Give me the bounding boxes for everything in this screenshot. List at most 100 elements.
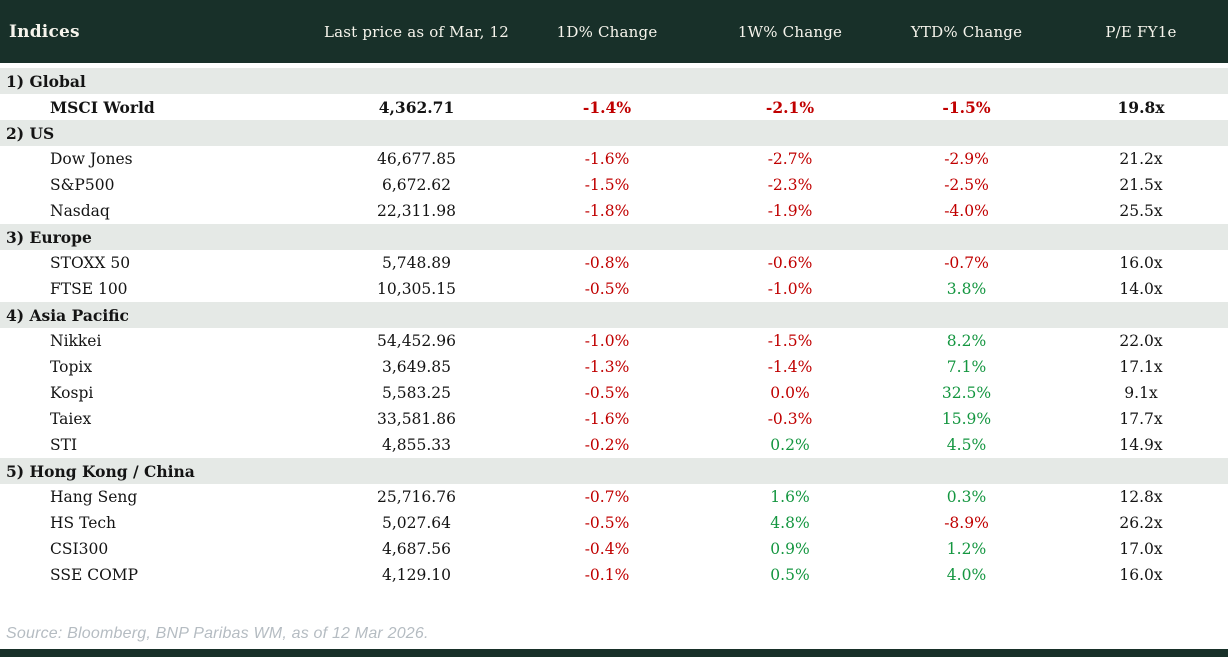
section-label: 2) US: [0, 120, 1228, 146]
source-note: Source: Bloomberg, BNP Paribas WM, as of…: [6, 625, 429, 642]
index-name: Dow Jones: [0, 146, 320, 172]
section-row: 2) US: [0, 120, 1228, 146]
pe-cell: 14.9x: [1054, 432, 1228, 458]
pe-cell: 25.5x: [1054, 198, 1228, 224]
1d-change-cell: -0.7%: [513, 484, 701, 510]
pe-cell: 12.8x: [1054, 484, 1228, 510]
header-gap: [0, 63, 1228, 68]
index-name: STI: [0, 432, 320, 458]
index-name: STOXX 50: [0, 250, 320, 276]
1d-change-cell: -0.5%: [513, 380, 701, 406]
last-price-cell: 54,452.96: [320, 328, 513, 354]
section-row: 3) Europe: [0, 224, 1228, 250]
column-header-ytd-change: YTD% Change: [879, 0, 1054, 63]
1d-change-cell: -0.2%: [513, 432, 701, 458]
last-price-cell: 4,362.71: [320, 94, 513, 120]
ytd-change-cell: 3.8%: [879, 276, 1054, 302]
1w-change-cell: -0.6%: [701, 250, 879, 276]
table-header-row: Indices Last price as of Mar, 12 1D% Cha…: [0, 0, 1228, 63]
index-name: Kospi: [0, 380, 320, 406]
1w-change-cell: 0.2%: [701, 432, 879, 458]
1w-change-cell: 0.0%: [701, 380, 879, 406]
1w-change-cell: -1.4%: [701, 354, 879, 380]
bottom-bar: [0, 649, 1228, 657]
column-header-indices: Indices: [0, 0, 320, 63]
pe-cell: 17.1x: [1054, 354, 1228, 380]
pe-cell: 14.0x: [1054, 276, 1228, 302]
last-price-cell: 4,129.10: [320, 562, 513, 588]
ytd-change-cell: 8.2%: [879, 328, 1054, 354]
ytd-change-cell: -1.5%: [879, 94, 1054, 120]
1w-change-cell: 0.9%: [701, 536, 879, 562]
last-price-cell: 33,581.86: [320, 406, 513, 432]
index-name: CSI300: [0, 536, 320, 562]
index-name: Nasdaq: [0, 198, 320, 224]
index-row: STOXX 50 5,748.89 -0.8% -0.6% -0.7% 16.0x: [0, 250, 1228, 276]
1w-change-cell: -2.3%: [701, 172, 879, 198]
section-label: 1) Global: [0, 68, 1228, 94]
index-row: Kospi 5,583.25 -0.5% 0.0% 32.5% 9.1x: [0, 380, 1228, 406]
section-label: 3) Europe: [0, 224, 1228, 250]
last-price-cell: 46,677.85: [320, 146, 513, 172]
index-row: CSI300 4,687.56 -0.4% 0.9% 1.2% 17.0x: [0, 536, 1228, 562]
index-row: Dow Jones 46,677.85 -1.6% -2.7% -2.9% 21.2x: [0, 146, 1228, 172]
column-header-pe: P/E FY1e: [1054, 0, 1228, 63]
section-label: 4) Asia Pacific: [0, 302, 1228, 328]
1d-change-cell: -0.5%: [513, 510, 701, 536]
pe-cell: 16.0x: [1054, 562, 1228, 588]
last-price-cell: 4,687.56: [320, 536, 513, 562]
index-name: FTSE 100: [0, 276, 320, 302]
section-row: 5) Hong Kong / China: [0, 458, 1228, 484]
1d-change-cell: -0.5%: [513, 276, 701, 302]
1w-change-cell: 4.8%: [701, 510, 879, 536]
1w-change-cell: -1.5%: [701, 328, 879, 354]
1w-change-cell: -2.7%: [701, 146, 879, 172]
ytd-change-cell: 4.5%: [879, 432, 1054, 458]
ytd-change-cell: 4.0%: [879, 562, 1054, 588]
index-row: S&P500 6,672.62 -1.5% -2.3% -2.5% 21.5x: [0, 172, 1228, 198]
index-row: Nasdaq 22,311.98 -1.8% -1.9% -4.0% 25.5x: [0, 198, 1228, 224]
last-price-cell: 3,649.85: [320, 354, 513, 380]
1w-change-cell: -1.0%: [701, 276, 879, 302]
1w-change-cell: -0.3%: [701, 406, 879, 432]
ytd-change-cell: -0.7%: [879, 250, 1054, 276]
pe-cell: 22.0x: [1054, 328, 1228, 354]
last-price-cell: 22,311.98: [320, 198, 513, 224]
last-price-cell: 4,855.33: [320, 432, 513, 458]
1d-change-cell: -0.8%: [513, 250, 701, 276]
1d-change-cell: -1.6%: [513, 406, 701, 432]
last-price-cell: 10,305.15: [320, 276, 513, 302]
1d-change-cell: -0.4%: [513, 536, 701, 562]
1w-change-cell: -1.9%: [701, 198, 879, 224]
1d-change-cell: -0.1%: [513, 562, 701, 588]
index-row: Hang Seng 25,716.76 -0.7% 1.6% 0.3% 12.8x: [0, 484, 1228, 510]
ytd-change-cell: 0.3%: [879, 484, 1054, 510]
1d-change-cell: -1.4%: [513, 94, 701, 120]
last-price-cell: 5,027.64: [320, 510, 513, 536]
1d-change-cell: -1.0%: [513, 328, 701, 354]
1d-change-cell: -1.8%: [513, 198, 701, 224]
section-row: 1) Global: [0, 68, 1228, 94]
last-price-cell: 6,672.62: [320, 172, 513, 198]
1w-change-cell: -2.1%: [701, 94, 879, 120]
last-price-cell: 5,583.25: [320, 380, 513, 406]
ytd-change-cell: -4.0%: [879, 198, 1054, 224]
ytd-change-cell: 1.2%: [879, 536, 1054, 562]
1d-change-cell: -1.6%: [513, 146, 701, 172]
index-row: HS Tech 5,027.64 -0.5% 4.8% -8.9% 26.2x: [0, 510, 1228, 536]
index-name: HS Tech: [0, 510, 320, 536]
index-name: Topix: [0, 354, 320, 380]
pe-cell: 21.5x: [1054, 172, 1228, 198]
1d-change-cell: -1.3%: [513, 354, 701, 380]
section-row: 4) Asia Pacific: [0, 302, 1228, 328]
index-row: FTSE 100 10,305.15 -0.5% -1.0% 3.8% 14.0x: [0, 276, 1228, 302]
index-row: Topix 3,649.85 -1.3% -1.4% 7.1% 17.1x: [0, 354, 1228, 380]
column-header-last-price: Last price as of Mar, 12: [320, 0, 513, 63]
ytd-change-cell: 7.1%: [879, 354, 1054, 380]
pe-cell: 17.0x: [1054, 536, 1228, 562]
pe-cell: 19.8x: [1054, 94, 1228, 120]
last-price-cell: 5,748.89: [320, 250, 513, 276]
index-name: Taiex: [0, 406, 320, 432]
last-price-cell: 25,716.76: [320, 484, 513, 510]
